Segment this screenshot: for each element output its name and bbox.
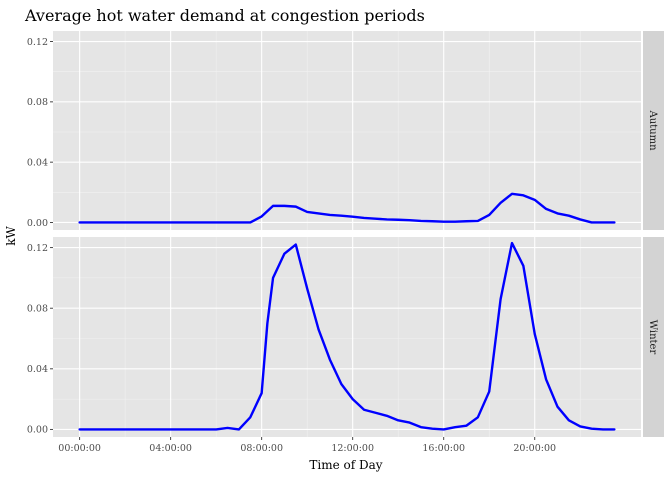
x-tick-label: 20:00:00 (513, 443, 556, 454)
y-tick-label: 0.04 (27, 157, 48, 168)
x-tick-label: 00:00:00 (58, 443, 101, 454)
panel-background (53, 237, 641, 437)
y-tick-label: 0.08 (27, 97, 48, 108)
panel-autumn: 0.00 0.04 0.08 0.12 Autumn (27, 31, 664, 230)
y-tick-label: 0.12 (27, 243, 48, 254)
y-axis-title: kW (4, 226, 18, 246)
x-tick-label: 16:00:00 (422, 443, 465, 454)
facet-panels: 0.00 0.04 0.08 0.12 Autumn 0.00 0.04 0.08 0.12 Wi… (27, 31, 664, 454)
series-line-autumn (78, 192, 616, 224)
y-tick-label: 0.04 (27, 364, 48, 375)
y-tick-label: 0.00 (27, 425, 48, 436)
y-tick-label: 0.00 (27, 218, 48, 229)
panel-background (53, 31, 641, 230)
y-tick-label: 0.12 (27, 37, 48, 48)
y-tick-label: 0.08 (27, 304, 48, 315)
facet-strip (643, 31, 664, 230)
x-tick-label: 08:00:00 (240, 443, 283, 454)
chart-title: Average hot water demand at congestion p… (24, 6, 425, 25)
facet-label: Winter (647, 320, 658, 355)
series-line-winter (78, 241, 616, 431)
panel-winter: 0.00 0.04 0.08 0.12 Winter 00:00:00 04:00:00 08… (27, 237, 664, 454)
facet-label: Autumn (647, 109, 658, 151)
x-axis-title: Time of Day (309, 458, 382, 472)
x-tick-label: 12:00:00 (331, 443, 374, 454)
x-tick-label: 04:00:00 (149, 443, 192, 454)
facet-strip (643, 237, 664, 437)
